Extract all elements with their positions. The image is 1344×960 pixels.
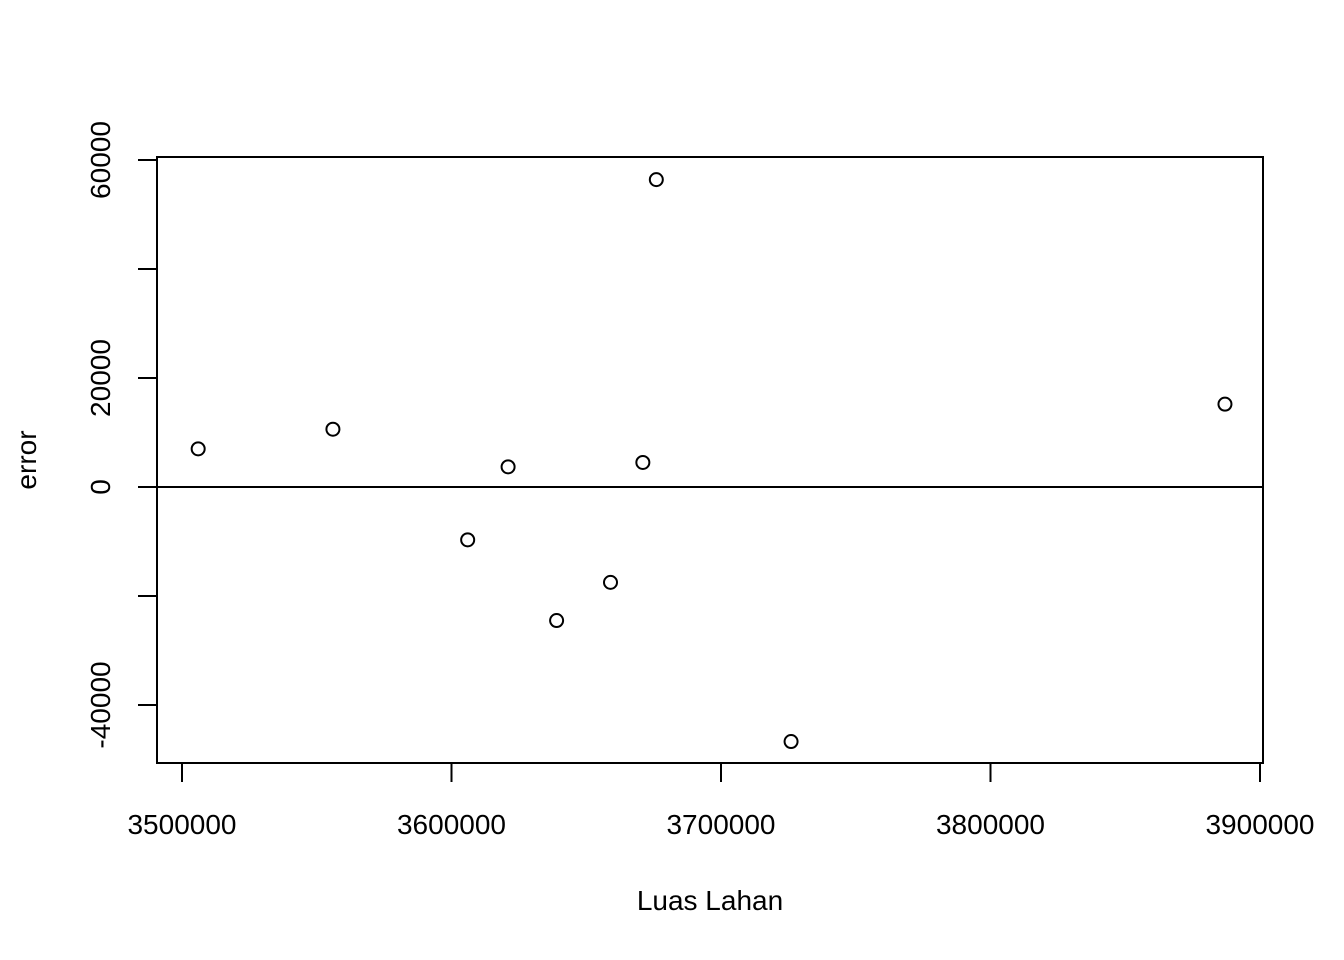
data-point bbox=[325, 421, 341, 437]
x-tick-label: 3800000 bbox=[936, 809, 1045, 840]
data-point bbox=[460, 532, 476, 548]
y-axis-title: error bbox=[11, 430, 42, 489]
y-axis: -40000 0 20000 60000 bbox=[85, 121, 158, 749]
y-tick-label: 20000 bbox=[85, 339, 116, 417]
data-point bbox=[549, 613, 565, 629]
data-point bbox=[635, 454, 651, 470]
x-axis: 3500000 3600000 3700000 3800000 3900000 bbox=[127, 762, 1315, 840]
x-tick-label: 3500000 bbox=[127, 809, 236, 840]
data-point bbox=[1217, 396, 1233, 412]
data-point bbox=[783, 734, 799, 750]
y-tick-label: -40000 bbox=[85, 661, 116, 748]
data-point bbox=[603, 574, 619, 590]
y-tick-label: 0 bbox=[85, 479, 116, 495]
x-tick-label: 3600000 bbox=[397, 809, 506, 840]
data-point bbox=[500, 459, 516, 475]
x-tick-label: 3900000 bbox=[1205, 809, 1314, 840]
data-point bbox=[648, 172, 664, 188]
x-tick-label: 3700000 bbox=[666, 809, 775, 840]
x-axis-title: Luas Lahan bbox=[637, 885, 783, 916]
plot-frame bbox=[156, 156, 1264, 764]
y-tick-label: 60000 bbox=[85, 121, 116, 199]
data-point bbox=[190, 441, 206, 457]
data-points bbox=[190, 172, 1233, 750]
